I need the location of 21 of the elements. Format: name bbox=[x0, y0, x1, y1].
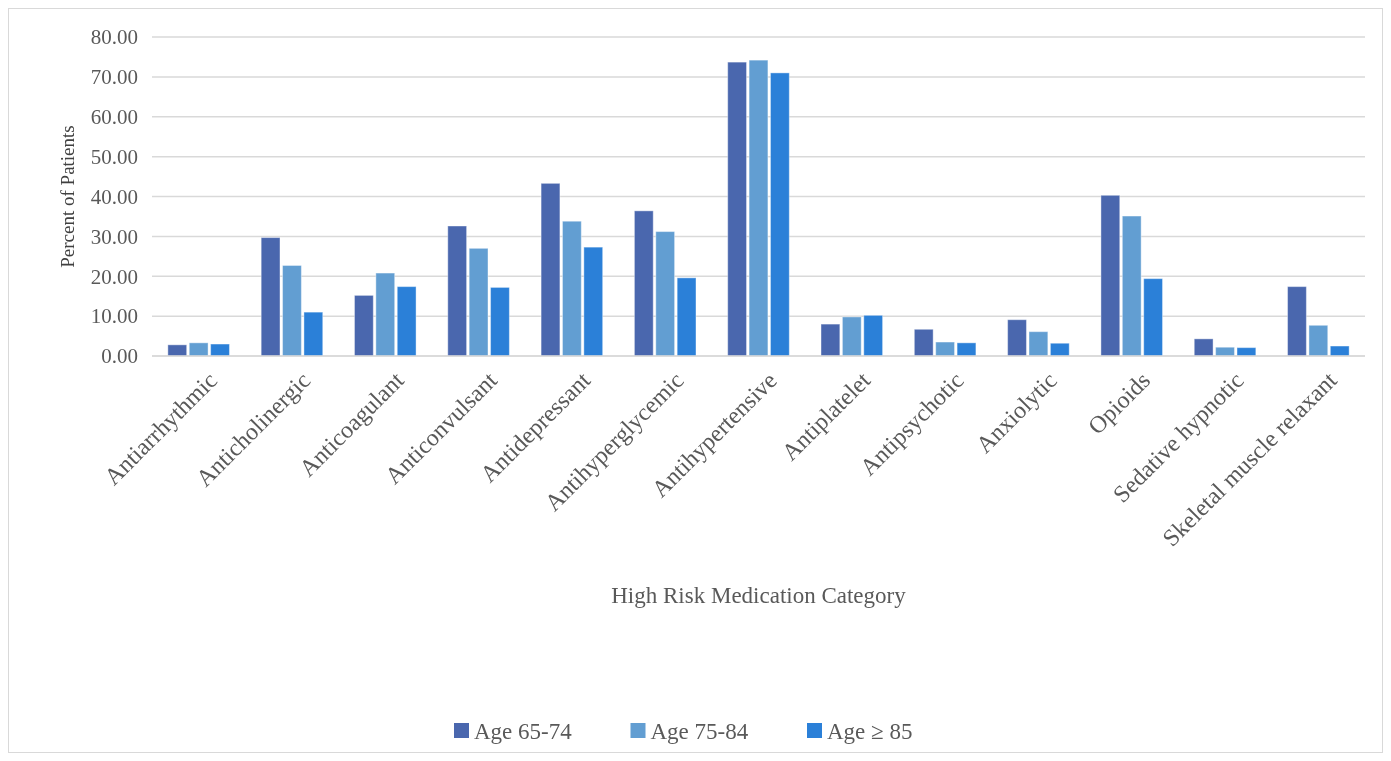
bar bbox=[167, 344, 188, 357]
y-tick-label: 50.00 bbox=[90, 144, 138, 169]
bar bbox=[1100, 194, 1121, 357]
legend-label: Age 75-84 bbox=[650, 719, 749, 745]
y-tick-label: 0.00 bbox=[101, 344, 138, 369]
bar bbox=[447, 225, 468, 357]
y-tick-label: 40.00 bbox=[90, 184, 138, 209]
y-tick-label: 30.00 bbox=[90, 224, 138, 249]
bar bbox=[676, 277, 697, 357]
y-axis-title: Percent of Patients bbox=[57, 125, 78, 268]
bar bbox=[396, 286, 417, 357]
y-tick-label: 60.00 bbox=[90, 105, 138, 130]
legend-label: Age 65-74 bbox=[474, 719, 573, 745]
y-tick-label: 80.00 bbox=[90, 25, 138, 50]
legend-label: Age ≥ 85 bbox=[827, 719, 913, 745]
bar bbox=[820, 323, 841, 357]
y-tick-label: 10.00 bbox=[90, 304, 138, 329]
bar bbox=[1329, 345, 1350, 357]
x-axis-title: High Risk Medication Category bbox=[611, 583, 907, 609]
y-tick-label: 20.00 bbox=[90, 264, 138, 289]
y-tick-label: 70.00 bbox=[90, 65, 138, 90]
